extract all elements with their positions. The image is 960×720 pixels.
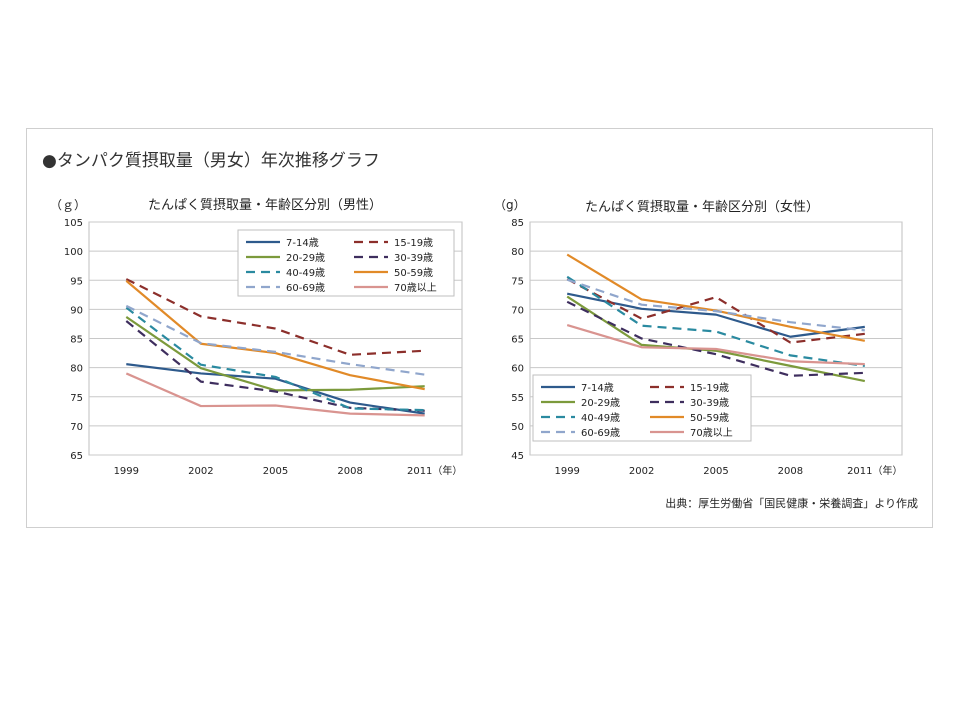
y-unit-female: （g） xyxy=(494,198,526,212)
y-tick-label: 65 xyxy=(70,451,83,462)
y-tick-label: 60 xyxy=(511,364,524,375)
y-tick-label: 75 xyxy=(70,393,83,404)
y-tick-label: 80 xyxy=(511,247,524,258)
legend-label: 50-59歳 xyxy=(690,412,729,424)
y-tick-label: 50 xyxy=(511,422,524,433)
series-line-70歳以上 xyxy=(566,324,865,366)
source-note: 出典：厚生労働省「国民健康・栄養調査」より作成 xyxy=(665,497,918,510)
x-tick-label: 1999 xyxy=(114,466,139,477)
series-line-7-14歳 xyxy=(566,292,865,338)
legend-label: 7-14歳 xyxy=(286,237,319,249)
legend-label: 60-69歳 xyxy=(286,282,325,294)
x-tick-label: 2008 xyxy=(778,466,803,477)
series-line-60-69歳 xyxy=(566,278,865,332)
series-line-20-29歳 xyxy=(125,316,425,392)
y-tick-label: 70 xyxy=(511,305,524,316)
x-tick-label: 2002 xyxy=(188,466,213,477)
series-line-60-69歳 xyxy=(125,304,425,376)
x-tick-label: 2008 xyxy=(337,466,362,477)
series-line-15-19歳 xyxy=(125,278,425,356)
y-tick-label: 55 xyxy=(511,393,524,404)
y-tick-label: 95 xyxy=(70,276,83,287)
legend-label: 40-49歳 xyxy=(581,412,620,424)
legend-label: 40-49歳 xyxy=(286,267,325,279)
y-tick-label: 45 xyxy=(511,451,524,462)
y-unit-male: （ｇ） xyxy=(50,198,87,212)
x-tick-label: 2011（年） xyxy=(847,464,902,477)
legend-label: 30-39歳 xyxy=(690,397,729,409)
series-line-30-39歳 xyxy=(566,300,865,377)
series-line-7-14歳 xyxy=(126,363,425,415)
legend-label: 60-69歳 xyxy=(581,427,620,439)
x-tick-label: 1999 xyxy=(554,466,579,477)
legend-label: 50-59歳 xyxy=(394,267,433,279)
x-tick-label: 2005 xyxy=(703,466,728,477)
series-line-15-19歳 xyxy=(566,278,865,344)
y-tick-label: 100 xyxy=(64,247,83,258)
chart-title-male: たんぱく質摂取量・年齢区分別（男性） xyxy=(148,198,383,213)
legend-label: 15-19歳 xyxy=(394,237,433,249)
series-line-40-49歳 xyxy=(125,306,425,412)
y-tick-label: 105 xyxy=(64,218,83,229)
chart-title-female: たんぱく質摂取量・年齢区分別（女性） xyxy=(585,200,820,215)
series-line-70歳以上 xyxy=(125,372,425,417)
x-tick-label: 2005 xyxy=(263,466,288,477)
series-line-50-59歳 xyxy=(125,279,425,391)
y-tick-label: 75 xyxy=(511,276,524,287)
y-tick-label: 85 xyxy=(511,218,524,229)
legend-label: 30-39歳 xyxy=(394,252,433,264)
legend-label: 20-29歳 xyxy=(286,252,325,264)
legend-label: 20-29歳 xyxy=(581,397,620,409)
series-line-20-29歳 xyxy=(566,295,866,383)
legend-label: 15-19歳 xyxy=(690,382,729,394)
page-title: ●タンパク質摂取量（男女）年次推移グラフ xyxy=(42,151,380,171)
x-tick-label: 2002 xyxy=(629,466,654,477)
y-tick-label: 80 xyxy=(70,364,83,375)
x-tick-label: 2011（年） xyxy=(407,464,462,477)
legend-label: 70歳以上 xyxy=(394,282,437,294)
y-tick-label: 85 xyxy=(70,335,83,346)
legend-label: 7-14歳 xyxy=(581,382,614,394)
y-tick-label: 65 xyxy=(511,335,524,346)
legend-label: 70歳以上 xyxy=(690,427,733,439)
y-tick-label: 90 xyxy=(70,305,83,316)
y-tick-label: 70 xyxy=(70,422,83,433)
